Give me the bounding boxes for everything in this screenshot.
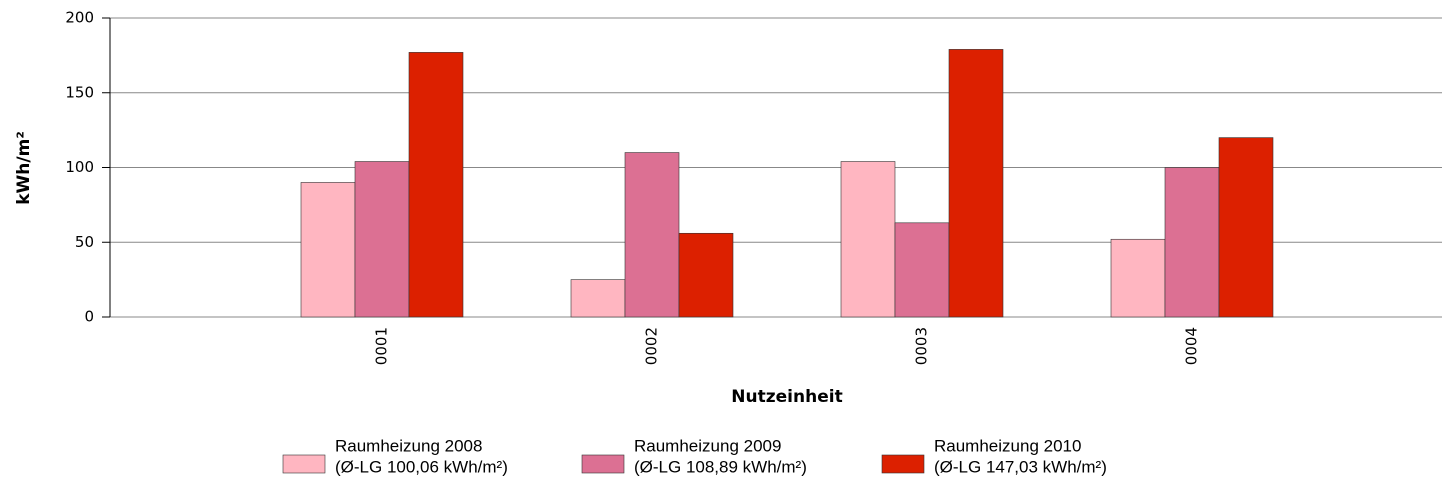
x-tick-label: 0001 <box>373 327 391 365</box>
x-tick-label: 0004 <box>1183 327 1201 365</box>
legend-label: Raumheizung 2009 <box>634 436 781 455</box>
x-tick-label: 0002 <box>643 327 661 365</box>
legend-note: (Ø-LG 108,89 kWh/m²) <box>634 457 807 476</box>
legend-label: Raumheizung 2008 <box>335 436 482 455</box>
legend-swatch <box>282 454 326 474</box>
bar <box>408 52 464 318</box>
y-tick-label: 100 <box>65 158 94 176</box>
bar <box>300 182 356 318</box>
bar <box>570 279 626 318</box>
bar <box>1218 137 1274 318</box>
y-axis-label: kWh/m² <box>14 131 34 205</box>
bar <box>948 49 1004 318</box>
x-axis-label: Nutzeinheit <box>731 387 842 407</box>
bar <box>840 161 896 318</box>
bar <box>624 152 680 318</box>
legend-note: (Ø-LG 147,03 kWh/m²) <box>934 457 1107 476</box>
legend-swatch <box>881 454 925 474</box>
bar <box>1110 238 1166 318</box>
x-tick-label: 0003 <box>913 327 931 365</box>
legend-note: (Ø-LG 100,06 kWh/m²) <box>335 457 508 476</box>
y-tick-label: 50 <box>75 233 94 251</box>
bar <box>678 232 734 318</box>
legend-swatch <box>581 454 625 474</box>
y-tick-label: 200 <box>65 9 94 27</box>
bar <box>1164 167 1220 318</box>
bar <box>894 222 950 318</box>
y-tick-label: 0 <box>84 308 94 326</box>
legend-label: Raumheizung 2010 <box>934 436 1081 455</box>
y-tick-label: 150 <box>65 83 94 101</box>
bar <box>354 161 410 318</box>
